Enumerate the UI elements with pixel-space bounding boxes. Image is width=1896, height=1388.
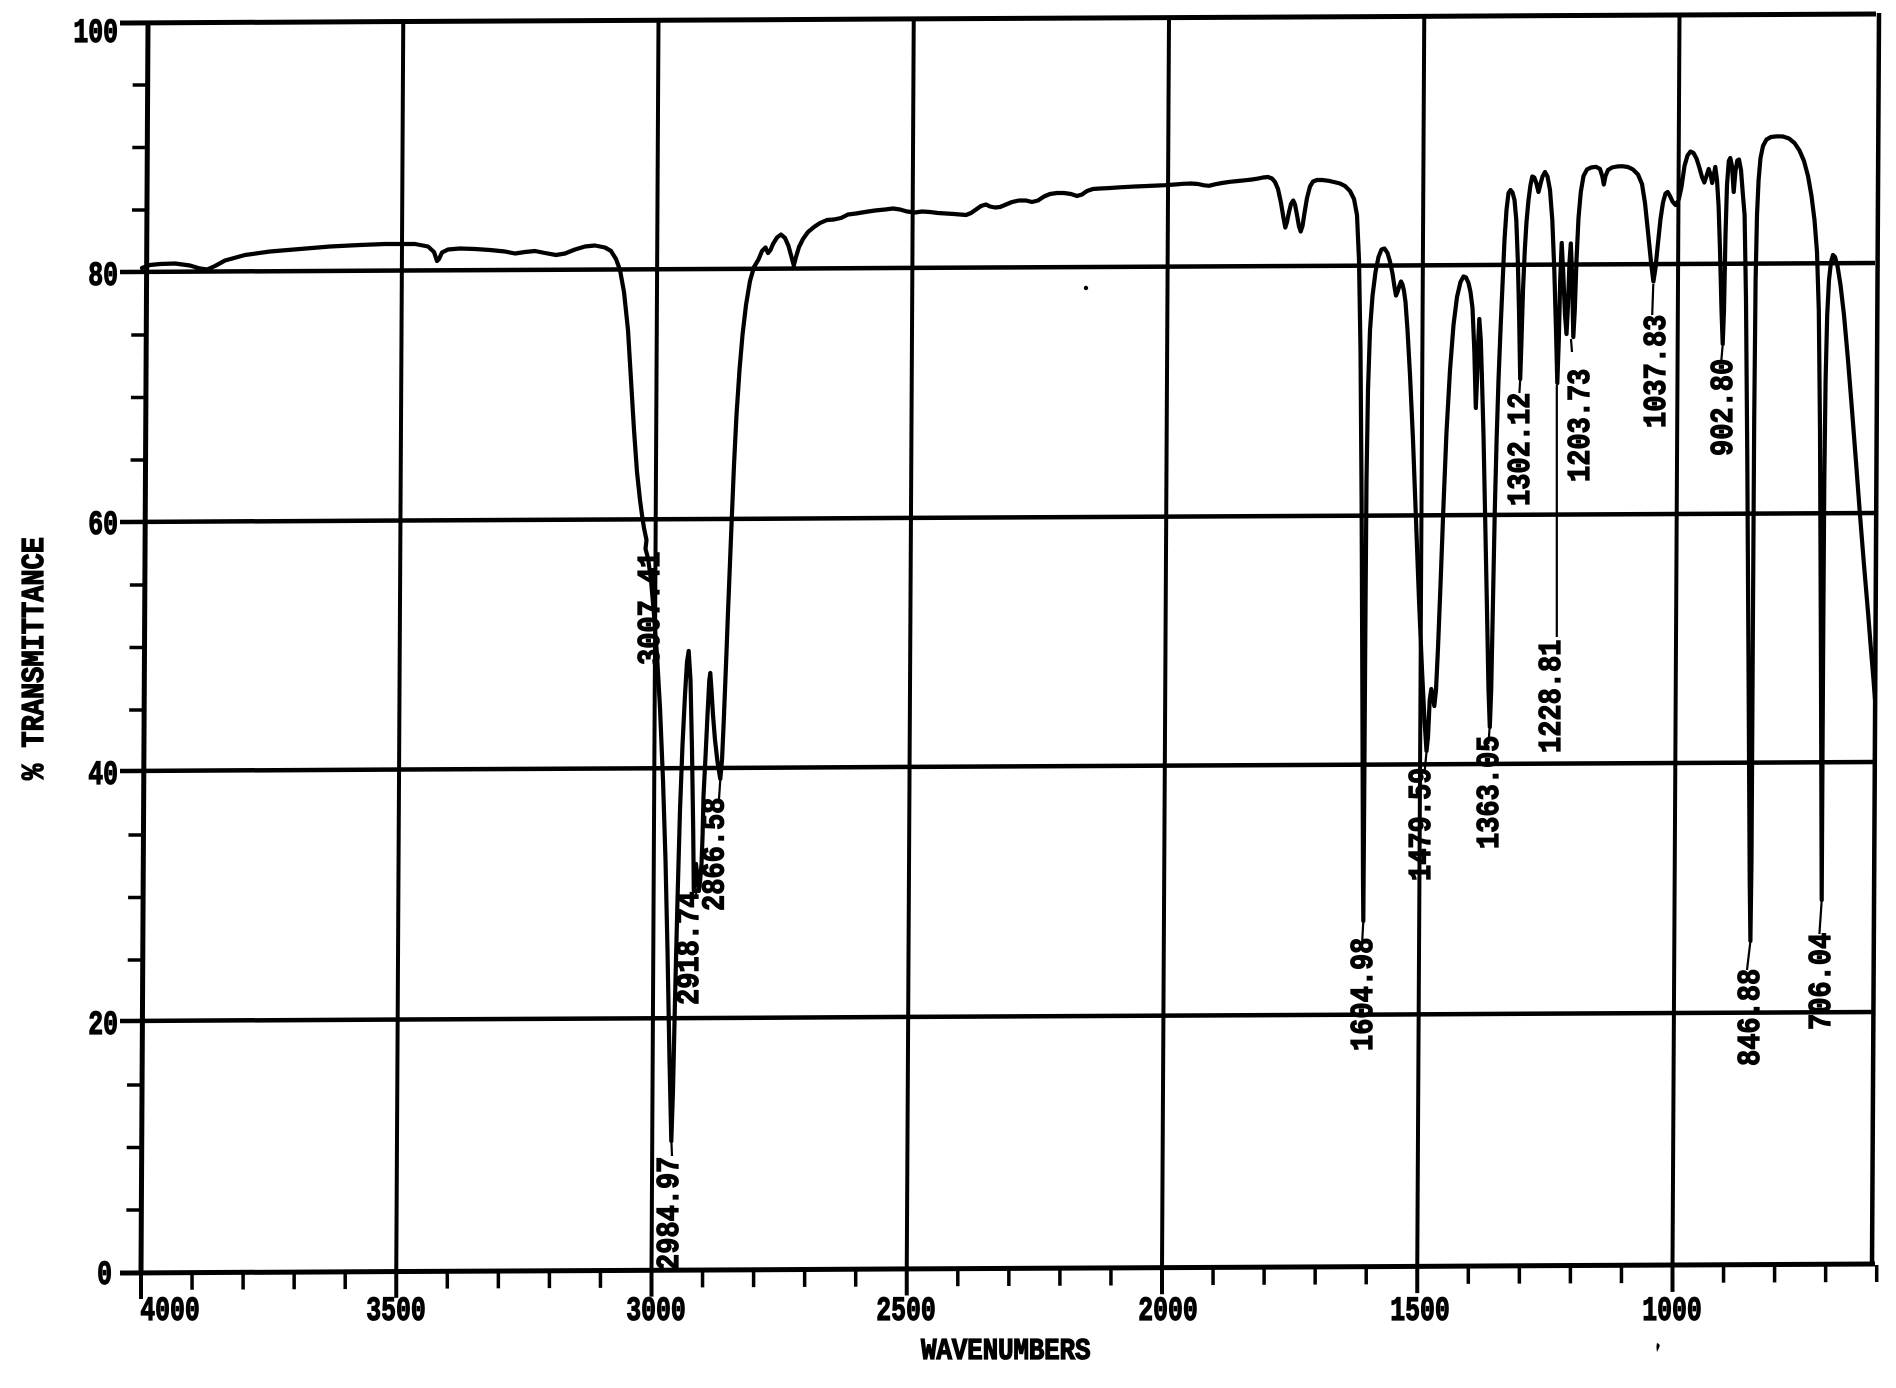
svg-text:20: 20 (88, 1005, 118, 1044)
svg-text:1500: 1500 (1390, 1291, 1450, 1330)
svg-text:3500: 3500 (366, 1291, 426, 1330)
svg-text:40: 40 (88, 755, 118, 794)
svg-text:4000: 4000 (140, 1291, 200, 1330)
svg-text:80: 80 (88, 256, 118, 295)
svg-text:0: 0 (97, 1255, 112, 1294)
svg-text:% TRANSMITTANCE: % TRANSMITTANCE (16, 537, 53, 780)
svg-text:706.04: 706.04 (1803, 933, 1840, 1030)
svg-text:WAVENUMBERS: WAVENUMBERS (921, 1334, 1091, 1368)
svg-text:1037.83: 1037.83 (1638, 315, 1675, 428)
svg-text:1228.81: 1228.81 (1533, 640, 1570, 753)
svg-text:1203.73: 1203.73 (1562, 369, 1599, 482)
svg-text:2866.58: 2866.58 (697, 798, 734, 911)
svg-text:2000: 2000 (1138, 1291, 1198, 1330)
svg-text:1604.98: 1604.98 (1345, 938, 1382, 1051)
svg-text:1479.59: 1479.59 (1403, 768, 1440, 881)
svg-text:1363.05: 1363.05 (1471, 736, 1508, 849)
svg-text:902.80: 902.80 (1705, 359, 1742, 456)
svg-text:3000: 3000 (626, 1291, 686, 1330)
svg-text:2500: 2500 (876, 1291, 936, 1330)
svg-text:2918.74: 2918.74 (671, 892, 708, 1005)
svg-text:846.88: 846.88 (1732, 969, 1769, 1066)
svg-text:3007.41: 3007.41 (632, 552, 669, 665)
svg-text:1302.12: 1302.12 (1502, 393, 1539, 506)
svg-text:2984.97: 2984.97 (651, 1157, 688, 1270)
svg-text:100: 100 (73, 13, 118, 52)
svg-text:1000: 1000 (1642, 1291, 1702, 1330)
svg-text:60: 60 (88, 505, 118, 544)
